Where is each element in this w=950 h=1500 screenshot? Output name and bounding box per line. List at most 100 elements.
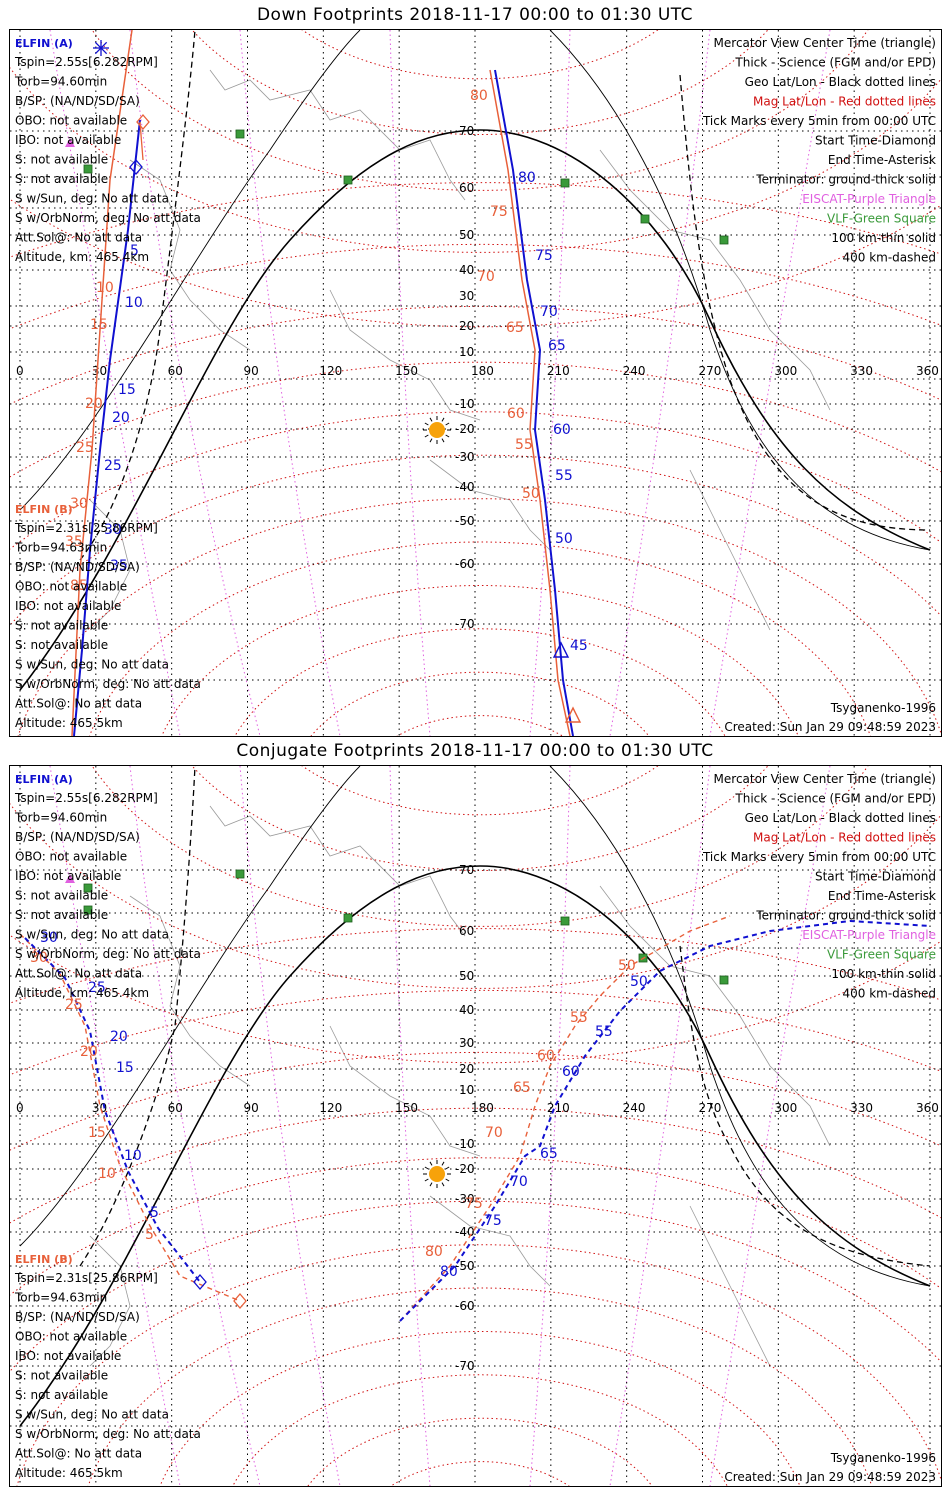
lon-tick-label: 90 xyxy=(244,1101,259,1115)
vlf-station-marker xyxy=(640,214,650,224)
lon-tick-label: 300 xyxy=(774,364,797,378)
elfin-b-info-line: Torb=94.63min xyxy=(14,541,107,555)
terminator-400km-line xyxy=(679,74,931,531)
vlf-station-marker xyxy=(560,916,570,926)
eiscat-marker xyxy=(65,138,75,147)
track-a-time-label: 70 xyxy=(510,1174,528,1190)
sun-ray xyxy=(429,438,433,443)
mag-lat-line xyxy=(226,1374,734,1500)
mag-lat-line xyxy=(0,989,950,1080)
elfin-b-info-line: S: not available xyxy=(15,638,108,652)
coastline xyxy=(689,469,771,631)
legend-line: Thick - Science (FGM and/or EPD) xyxy=(734,792,936,806)
sun-ray xyxy=(429,1182,433,1187)
terminator-ground-line xyxy=(19,865,931,1427)
track-a-time-label: 15 xyxy=(118,382,136,398)
track-a-time-label: 5 xyxy=(130,243,139,259)
mag-lon-line xyxy=(609,765,711,1487)
track-b-time-label: 65 xyxy=(506,320,524,336)
elfin-a-info-line: Tspin=2.55s[6.282RPM] xyxy=(14,55,158,69)
legend-line: Thick - Science (FGM and/or EPD) xyxy=(734,56,936,70)
track-a-time-label: 55 xyxy=(595,1024,613,1040)
terminator-100km-line xyxy=(549,29,931,551)
elfin-a-info-line: S: not available xyxy=(15,889,108,903)
track-b-time-label: 15 xyxy=(88,1125,106,1141)
lon-tick-label: 210 xyxy=(547,1101,570,1115)
legend-line: Mercator View Center Time (triangle) xyxy=(714,36,936,50)
sun-ray xyxy=(441,438,445,443)
sun-ray xyxy=(424,422,429,426)
vlf-station-marker xyxy=(343,175,353,185)
track-a-science-line xyxy=(494,69,574,737)
lat-tick-label: 40 xyxy=(459,1003,474,1017)
start-time-diamond xyxy=(136,114,150,130)
coastline xyxy=(429,1195,551,1287)
lon-tick-label: 210 xyxy=(547,364,570,378)
track-b-time-label: 60 xyxy=(507,406,525,422)
elfin-b-info-line: OBO: not available xyxy=(15,1330,127,1344)
lon-tick-label: 150 xyxy=(395,364,418,378)
track-b-time-label: 55 xyxy=(515,437,533,453)
view-center-triangle xyxy=(552,641,570,658)
lat-tick-label: 30 xyxy=(459,1036,474,1050)
lon-tick-label: 360 xyxy=(916,364,939,378)
terminator-400km-line xyxy=(79,765,196,1267)
elfin-a-info-line: S w/Sun, deg: No att data xyxy=(15,928,169,942)
track-a-time-label: 10 xyxy=(124,1148,142,1164)
track-b-time-label: 10 xyxy=(98,1166,116,1182)
start-time-diamond xyxy=(129,159,143,175)
mag-lat-line xyxy=(374,1461,586,1500)
legend-line: 400 km-dashed xyxy=(842,987,936,1001)
track-b-time-label: 30 xyxy=(70,496,88,512)
elfin-b-info-line: B/SP: (NA/ND/SD/SA) xyxy=(15,560,140,574)
elfin-a-info-line: Altitude, km: 465.4km xyxy=(15,986,149,1000)
elfin-b-info-line: Altitude: 465.5km xyxy=(15,716,123,730)
lat-tick-label: -10 xyxy=(455,397,475,411)
track-a-time-label: 80 xyxy=(518,170,536,186)
end-time-asterisk xyxy=(94,41,108,55)
lon-tick-label: 360 xyxy=(916,1101,939,1115)
sun-ray xyxy=(424,1166,429,1170)
terminator-400km-line xyxy=(79,29,196,561)
lon-tick-label: 60 xyxy=(168,364,183,378)
sun-ray xyxy=(441,1161,445,1166)
track-a-time-label: 65 xyxy=(548,338,566,354)
vlf-station-marker xyxy=(343,913,353,923)
sun-ray xyxy=(429,417,433,422)
mag-lat-line xyxy=(0,454,950,638)
legend-line: Terminator: ground-thick solid xyxy=(755,909,936,923)
lat-tick-label: 60 xyxy=(459,924,474,938)
vlf-station-marker xyxy=(719,975,729,985)
lon-tick-label: 330 xyxy=(850,364,873,378)
track-b-dashed-line xyxy=(399,915,731,1322)
track-a-time-label: 30 xyxy=(104,522,122,538)
legend-line: Geo Lat/Lon - Black dotted lines xyxy=(745,75,936,89)
elfin-a-info-line: Att.Sol@: No att data xyxy=(15,967,142,981)
elfin-a-info-line: IBO: not available xyxy=(15,133,121,147)
track-a-time-label: 20 xyxy=(112,410,130,426)
panel-title-conjugate: Conjugate Footprints 2018-11-17 00:00 to… xyxy=(236,741,714,761)
track-b-time-label: 65 xyxy=(513,1080,531,1096)
lat-tick-label: -70 xyxy=(455,617,475,631)
lat-tick-label: 40 xyxy=(459,263,474,277)
elfin-a-info-line: S w/OrbNorm, deg: No att data xyxy=(15,211,201,225)
elfin-b-info-line: S w/Sun, deg: No att data xyxy=(15,658,169,672)
track-a-time-label: 35 xyxy=(110,558,128,574)
elfin-a-info-line: Torb=94.60min xyxy=(14,811,107,825)
legend-line: Tick Marks every 5min from 00:00 UTC xyxy=(702,114,936,128)
mag-lat-line xyxy=(9,498,950,791)
track-a-time-label: 65 xyxy=(540,1146,558,1162)
lon-tick-label: 180 xyxy=(471,364,494,378)
lat-tick-label: -40 xyxy=(455,1225,475,1239)
mag-lat-line xyxy=(13,1244,947,1500)
mag-lon-line xyxy=(239,29,341,737)
elfin-b-info-line: S: not available xyxy=(15,619,108,633)
elfin-a-info-line: S w/OrbNorm, deg: No att data xyxy=(15,947,201,961)
lat-tick-label: 10 xyxy=(459,345,474,359)
legend-line: Mercator View Center Time (triangle) xyxy=(714,772,936,786)
elfin-a-info-line: Altitude, km: 465.4km xyxy=(15,250,149,264)
mag-lat-line xyxy=(83,1287,877,1500)
elfin-a-info-line: OBO: not available xyxy=(15,850,127,864)
vlf-station-marker xyxy=(560,178,570,188)
mag-lat-line xyxy=(0,243,950,334)
